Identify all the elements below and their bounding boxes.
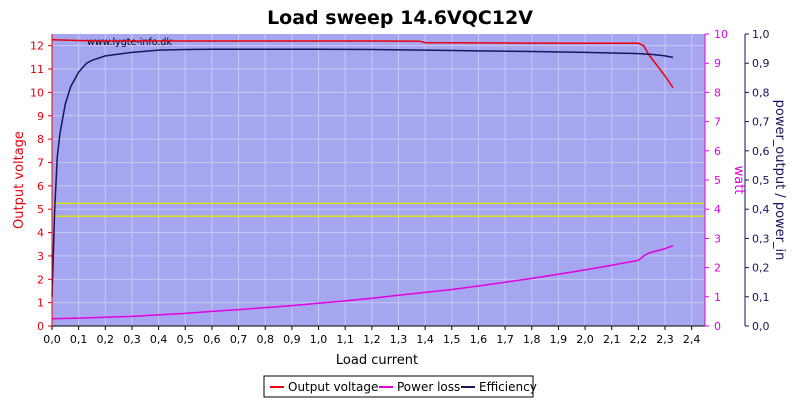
left-tick-label: 0 — [37, 320, 44, 333]
legend-box — [263, 375, 534, 398]
series-line-efficiency — [51, 48, 674, 297]
watt-tick-label: 10 — [714, 28, 728, 41]
watt-tick-label: 8 — [714, 86, 721, 99]
ratio-tick-label: 0,9 — [752, 57, 770, 70]
watt-tick-label: 1 — [714, 291, 721, 304]
x-tick-label: 0,3 — [123, 333, 141, 346]
x-tick-label: 0,7 — [230, 333, 248, 346]
left-tick-label: 3 — [37, 250, 44, 263]
x-tick-label: 2,4 — [683, 333, 701, 346]
legend-label-efficiency: Efficiency — [479, 380, 537, 394]
chart-title: Load sweep 14.6VQC12V — [267, 7, 533, 29]
watt-tick-label: 7 — [714, 116, 721, 129]
threshold-lines — [52, 202, 705, 217]
watt-tick-label: 3 — [714, 232, 721, 245]
x-axis-title: Load current — [336, 353, 418, 368]
x-tick-label: 0,2 — [97, 333, 115, 346]
left-tick-label: 2 — [37, 273, 44, 286]
x-tick-label: 1,6 — [470, 333, 488, 346]
legend-label-power-loss: Power loss — [397, 380, 460, 394]
left-tick-label: 1 — [37, 297, 44, 310]
ratio-tick-label: 0,8 — [752, 86, 770, 99]
left-axis-title: Output voltage — [12, 131, 27, 229]
x-tick-label: 0,8 — [256, 333, 274, 346]
x-tick-label: 1,3 — [390, 333, 408, 346]
x-tick-label: 0,6 — [203, 333, 221, 346]
left-tick-label: 4 — [37, 227, 44, 240]
ratio-tick-labels: 0,0 0,1 0,2 0,3 0,4 0,5 0,6 0,7 0,8 0,9 1,0 — [752, 28, 770, 333]
x-tick-label: 0,9 — [283, 333, 301, 346]
watt-tick-label: 0 — [714, 320, 721, 333]
x-tick-label: 0,0 — [43, 333, 61, 346]
ratio-tick-label: 0,5 — [752, 174, 770, 187]
watt-tick-labels: 0 1 2 3 4 5 6 7 8 9 10 — [714, 28, 728, 333]
grid — [51, 34, 705, 327]
x-tick-label: 1,2 — [363, 333, 381, 346]
x-tick-labels: 0,0 0,1 0,2 0,3 0,4 0,5 0,6 0,7 0,8 0,9 1,0 1,1 1,2 1… — [43, 333, 700, 346]
ratio-axis-title: power_output / power_in — [772, 100, 787, 261]
left-tick-label: 11 — [30, 63, 44, 76]
x-tick-label: 1,0 — [310, 333, 328, 346]
watt-tick-label: 5 — [714, 174, 721, 187]
watt-tick-label: 9 — [714, 57, 721, 70]
left-tick-label: 8 — [37, 133, 44, 146]
left-tick-label: 6 — [37, 180, 44, 193]
ratio-tick-label: 0,2 — [752, 262, 770, 275]
left-tick-label: 5 — [37, 203, 44, 216]
watt-tick-label: 2 — [714, 262, 721, 275]
ratio-tick-label: 0,3 — [752, 232, 770, 245]
watt-tick-label: 6 — [714, 145, 721, 158]
left-tick-label: 7 — [37, 156, 44, 169]
watermark: www.lygte-info.dk — [87, 37, 172, 48]
left-tick-label: 10 — [30, 86, 44, 99]
watt-axis-title: watt — [731, 166, 746, 195]
series-line-power-loss — [51, 244, 674, 320]
ratio-tick-label: 0,6 — [752, 145, 770, 158]
x-tick-label: 1,5 — [443, 333, 461, 346]
ratio-tick-label: 0,7 — [752, 116, 770, 129]
series-lines — [51, 39, 674, 320]
x-tick-label: 2,2 — [630, 333, 648, 346]
x-tick-label: 1,1 — [336, 333, 354, 346]
ratio-tick-label: 0,0 — [752, 320, 770, 333]
ratio-tick-label: 1,0 — [752, 28, 770, 41]
axes — [48, 33, 749, 330]
series-line-output-voltage — [51, 39, 674, 89]
x-tick-label: 1,9 — [550, 333, 568, 346]
x-tick-label: 0,5 — [177, 333, 195, 346]
ratio-tick-label: 0,1 — [752, 291, 770, 304]
ratio-tick-label: 0,4 — [752, 203, 770, 216]
x-tick-label: 1,7 — [496, 333, 514, 346]
plot-area — [52, 34, 705, 326]
x-tick-label: 0,4 — [150, 333, 168, 346]
x-tick-label: 2,1 — [603, 333, 621, 346]
x-tick-label: 1,8 — [523, 333, 541, 346]
x-tick-label: 2,3 — [656, 333, 674, 346]
left-tick-label: 12 — [30, 40, 44, 53]
legend: Output voltage Power loss Efficiency — [263, 375, 537, 398]
legend-label-output-voltage: Output voltage — [288, 380, 378, 394]
x-tick-label: 1,4 — [416, 333, 434, 346]
watt-tick-label: 4 — [714, 203, 721, 216]
x-tick-label: 0,1 — [70, 333, 88, 346]
left-tick-label: 9 — [37, 110, 44, 123]
x-tick-label: 2,0 — [576, 333, 594, 346]
